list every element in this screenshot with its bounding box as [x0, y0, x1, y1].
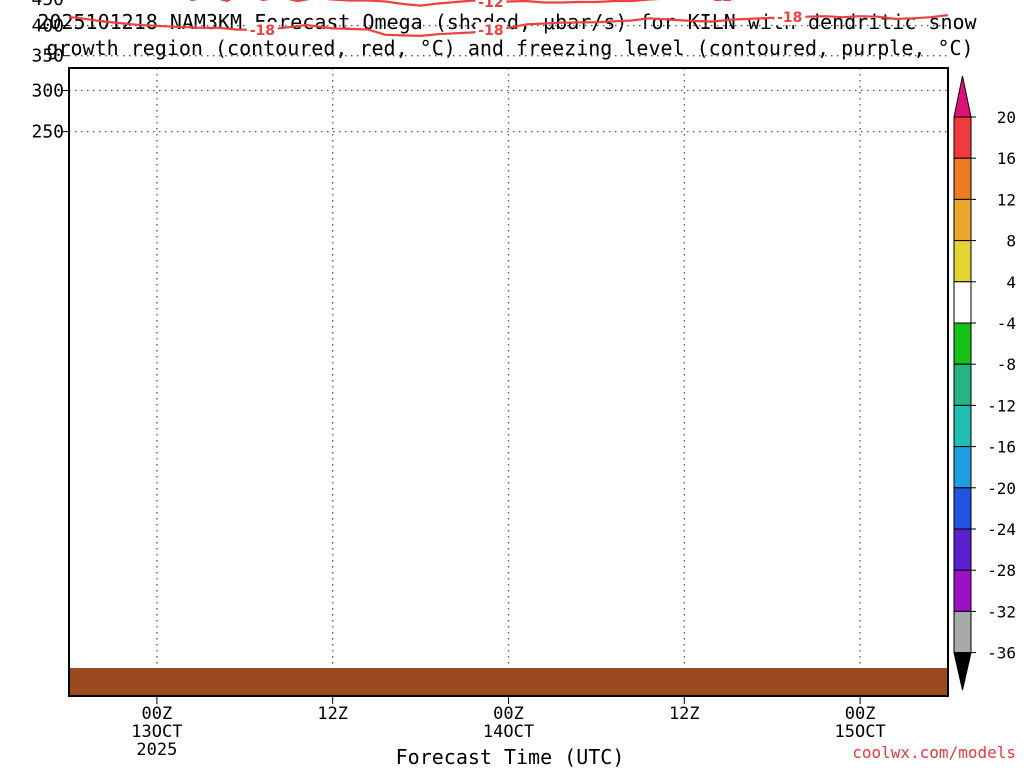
colorbar-label: 12	[997, 190, 1016, 209]
contour-label: -18	[250, 23, 275, 39]
y-axis-ticks: 2503003504004505005506006507007508008509…	[31, 0, 69, 143]
contour-label: -18	[478, 23, 503, 39]
colorbar-segment	[953, 281, 972, 324]
contour-label-bg	[246, 22, 278, 39]
colorbar-top-arrow	[953, 75, 972, 118]
colorbar-bottom-arrow	[953, 652, 972, 691]
colorbar-label: 8	[1006, 232, 1016, 251]
contour-label: -18	[777, 10, 802, 26]
colorbar-label: -12	[987, 396, 1016, 415]
chart-title-line-2: growth region (contoured, red, °C) and f…	[46, 36, 973, 60]
colorbar-segment	[953, 446, 972, 489]
contour-label-bg	[774, 9, 806, 26]
contour-line	[68, 14, 949, 38]
colorbar-segment	[953, 157, 972, 200]
x-tick-label: 00Z	[493, 704, 524, 724]
x-tick-label: 13OCT	[131, 722, 182, 742]
contour-label: -12	[707, 0, 732, 5]
contour-label-bg	[475, 0, 507, 10]
watermark: coolwx.com/models	[852, 743, 1016, 762]
colorbar-segment	[953, 569, 972, 612]
colorbar-label: -4	[997, 314, 1016, 333]
colorbar-label: -16	[987, 438, 1016, 457]
x-tick-label: 15OCT	[835, 722, 886, 742]
contour-label-bg	[703, 0, 735, 4]
contour-label-bg	[475, 22, 507, 39]
colorbar-segment	[953, 487, 972, 530]
colorbar-label: 4	[1006, 273, 1016, 292]
y-tick-label: 400	[31, 16, 64, 37]
colorbar-label: -24	[987, 520, 1016, 539]
x-tick-label: 00Z	[142, 704, 173, 724]
x-tick-label: 14OCT	[483, 722, 534, 742]
y-tick-label: 450	[31, 0, 64, 10]
x-tick-label: 12Z	[317, 704, 348, 724]
colorbar-label: -36	[987, 644, 1016, 663]
y-tick-label: 300	[31, 80, 64, 101]
colorbar-segment	[953, 198, 972, 242]
ground-surface	[69, 668, 948, 696]
colorbar-segment	[953, 363, 972, 406]
x-tick-label: 00Z	[845, 704, 876, 724]
x-tick-label: 12Z	[669, 704, 700, 724]
colorbar-segment	[953, 404, 972, 448]
colorbar-segment	[953, 610, 972, 654]
contour-label: -12	[478, 0, 503, 11]
colorbar-label: -8	[997, 355, 1016, 374]
chart-title-line-1: 2025101218 NAM3KM Forecast Omega (shaded…	[37, 10, 977, 34]
x-axis-label: Forecast Time (UTC)	[396, 745, 625, 768]
colorbar: 20 16 12 8 4 -4 -8 -12 -16 -20 -24 -28 -32 -36	[953, 75, 1016, 691]
contour-line	[189, 0, 660, 7]
colorbar-segment	[953, 528, 972, 571]
colorbar-label: 20	[997, 108, 1016, 127]
contour-lines	[68, 0, 949, 38]
plot-frame	[69, 68, 948, 696]
colorbar-label: -28	[987, 561, 1016, 580]
colorbar-segment	[953, 240, 972, 283]
y-tick-label: 250	[31, 122, 64, 143]
colorbar-segment	[953, 116, 972, 159]
colorbar-label: -20	[987, 479, 1016, 498]
grid-lines	[69, 24, 948, 696]
x-tick-label: 2025	[136, 740, 177, 760]
y-tick-label: 350	[31, 46, 64, 67]
contour-labels: -18-18-18-12-12-12000	[246, 0, 806, 39]
colorbar-label: 16	[997, 149, 1016, 168]
colorbar-segment	[953, 322, 972, 365]
colorbar-label: -32	[987, 602, 1016, 621]
